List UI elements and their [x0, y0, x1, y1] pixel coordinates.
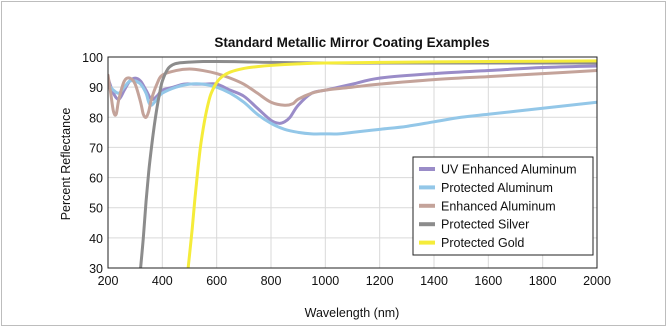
y-tick-label: 30 — [89, 262, 103, 276]
x-axis-label: Wavelength (nm) — [305, 306, 400, 320]
x-tick-label: 800 — [261, 274, 282, 288]
x-tick-labels: 200 400 600 800 1000 1200 1400 1600 1800 2000 — [98, 274, 611, 288]
plot-border — [107, 56, 598, 269]
y-tick-label: 40 — [89, 232, 103, 246]
legend: UV Enhanced Aluminum Protected Aluminum En… — [412, 156, 594, 256]
series-line-protected-aluminum — [108, 79, 597, 136]
y-tick-label: 80 — [89, 111, 103, 125]
legend-label-protected-silver: Protected Silver — [441, 218, 529, 232]
y-axis-label: Percent Reflectance — [59, 108, 73, 221]
x-tick-label: 200 — [98, 274, 119, 288]
legend-label-protected-gold: Protected Gold — [441, 236, 524, 250]
y-tick-label: 90 — [89, 81, 103, 95]
legend-label-uv-enhanced-aluminum: UV Enhanced Aluminum — [441, 163, 577, 177]
y-tick-label: 50 — [89, 202, 103, 216]
chart-title: Standard Metallic Mirror Coating Example… — [214, 35, 489, 50]
x-tick-label: 1800 — [529, 274, 557, 288]
x-tick-label: 1200 — [366, 274, 394, 288]
x-tick-label: 400 — [152, 274, 173, 288]
series-line-uv-enhanced-aluminum — [108, 64, 597, 125]
y-tick-labels: 30 40 50 60 70 80 90 100 — [82, 51, 103, 276]
x-tick-label: 1000 — [311, 274, 339, 288]
series-lines — [108, 59, 597, 268]
series-line-protected-gold — [186, 59, 597, 268]
x-tick-label: 600 — [206, 274, 227, 288]
x-tick-label: 1600 — [474, 274, 502, 288]
legend-box — [412, 156, 594, 256]
x-tick-label: 1400 — [420, 274, 448, 288]
y-tick-label: 60 — [89, 172, 103, 186]
x-tick-label: 2000 — [583, 274, 611, 288]
series-line-enhanced-aluminum — [108, 67, 597, 119]
y-tick-label: 70 — [89, 141, 103, 155]
y-tick-label: 100 — [82, 51, 103, 65]
legend-label-enhanced-aluminum: Enhanced Aluminum — [441, 199, 556, 213]
legend-label-protected-aluminum: Protected Aluminum — [441, 181, 553, 195]
